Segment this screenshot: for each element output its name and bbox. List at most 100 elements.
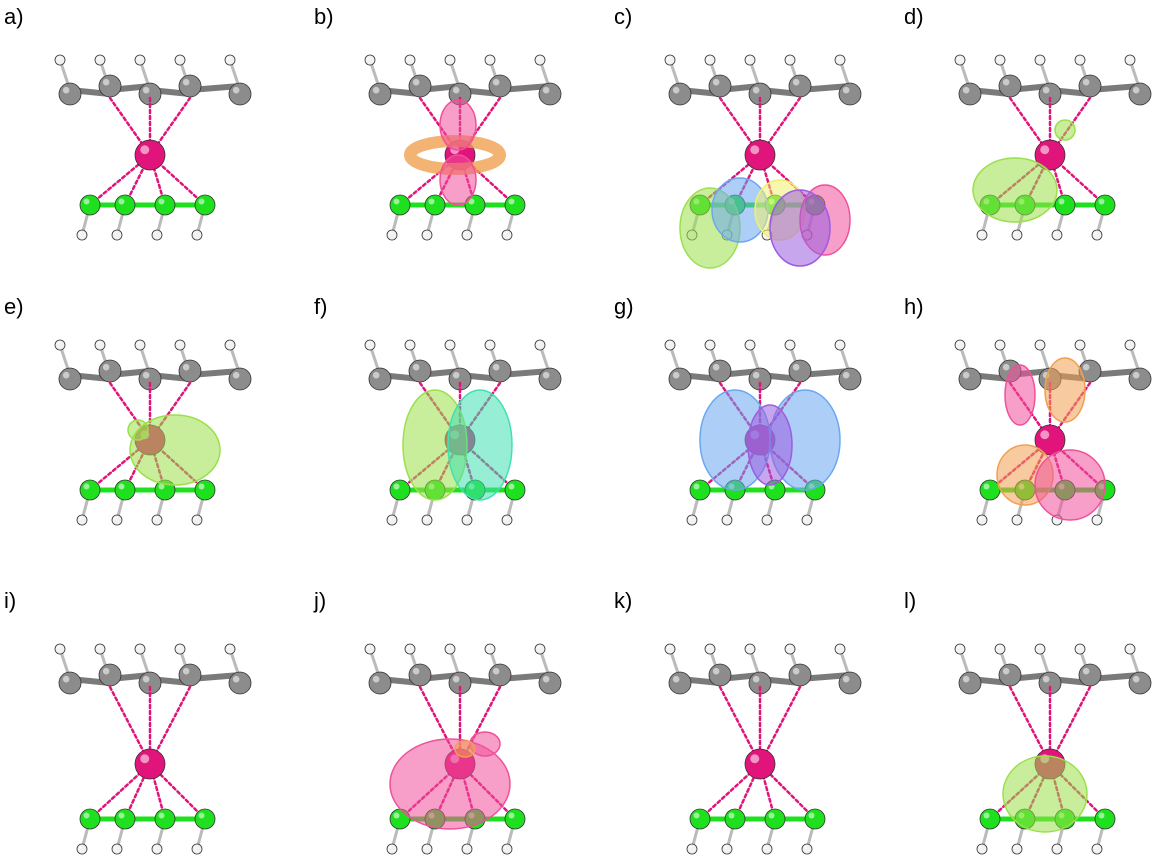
boron-atom (504, 479, 526, 501)
hydrogen-atom-highlight (406, 645, 410, 649)
hydrogen-atom-highlight (56, 645, 60, 649)
metal-atom (134, 139, 166, 171)
hydrogen-atom (191, 229, 203, 241)
carbon-atom-highlight (672, 675, 680, 683)
hydrogen-atom-highlight (423, 516, 427, 520)
orbital-lobe (389, 738, 511, 830)
hydrogen-atom (704, 339, 716, 351)
hydrogen-atom-highlight (978, 516, 982, 520)
hydrogen-atom-highlight (836, 56, 840, 60)
carbon-atom-highlight (712, 78, 720, 86)
orbital-lobe (129, 414, 221, 486)
carbon-atom-highlight (232, 86, 240, 94)
boron-atom (79, 808, 101, 830)
orbital-lobe (447, 389, 513, 501)
boron-atom-highlight (508, 812, 515, 819)
carbon-atom (488, 74, 512, 98)
hydrogen-atom (174, 54, 186, 66)
panel-label: g) (614, 294, 634, 319)
hydrogen-atom-highlight (786, 645, 790, 649)
boron-atom (389, 194, 411, 216)
hydrogen-atom-highlight (763, 845, 767, 849)
hydrogen-atom (484, 339, 496, 351)
carbon-atom-highlight (962, 675, 970, 683)
hydrogen-atom (134, 643, 146, 655)
panel-k: k) (610, 584, 895, 864)
hydrogen-atom-highlight (1126, 645, 1130, 649)
hydrogen-atom-highlight (1053, 845, 1057, 849)
boron-atom (1094, 194, 1116, 216)
hydrogen-atom (386, 843, 398, 855)
carbon-atom (98, 359, 122, 383)
carbon-atom (708, 663, 732, 687)
carbon-atom-highlight (752, 86, 760, 94)
carbon-atom-highlight (492, 78, 500, 86)
carbon-atom (368, 367, 392, 391)
boron-atom-highlight (1098, 812, 1105, 819)
boron-atom-highlight (198, 198, 205, 205)
hydrogen-atom-highlight (366, 645, 370, 649)
carbon-atom (228, 671, 252, 695)
carbon-atom (788, 359, 812, 383)
carbon-atom (958, 82, 982, 106)
hydrogen-atom (534, 643, 546, 655)
carbon-atom-highlight (232, 675, 240, 683)
carbon-atom (408, 663, 432, 687)
hydrogen-atom (484, 643, 496, 655)
hydrogen-atom-highlight (176, 645, 180, 649)
hydrogen-atom-highlight (486, 645, 490, 649)
hydrogen-atom-highlight (803, 845, 807, 849)
hydrogen-atom (364, 54, 376, 66)
hydrogen-atom-highlight (723, 845, 727, 849)
boron-atom (79, 194, 101, 216)
hydrogen-atom (834, 54, 846, 66)
carbon-atom-highlight (672, 86, 680, 94)
carbon-atom-highlight (492, 363, 500, 371)
hydrogen-atom-highlight (56, 56, 60, 60)
molecule-i (54, 643, 252, 855)
hydrogen-atom (111, 229, 123, 241)
boron-atom-highlight (118, 483, 125, 490)
hydrogen-atom-highlight (996, 341, 1000, 345)
hydrogen-atom-highlight (446, 56, 450, 60)
hydrogen-atom-highlight (1076, 341, 1080, 345)
hydrogen-atom-highlight (706, 56, 710, 60)
metal-atom (744, 748, 776, 780)
hydrogen-atom (54, 339, 66, 351)
carbon-atom-highlight (792, 363, 800, 371)
hydrogen-atom-highlight (1076, 56, 1080, 60)
hydrogen-atom-highlight (978, 845, 982, 849)
carbon-atom-highlight (842, 675, 850, 683)
hydrogen-atom-highlight (746, 56, 750, 60)
hydrogen-atom-highlight (136, 645, 140, 649)
hydrogen-atom (151, 229, 163, 241)
boron-atom-highlight (118, 812, 125, 819)
panel-label: d) (904, 4, 924, 29)
hydrogen-atom-highlight (176, 341, 180, 345)
carbon-atom (228, 82, 252, 106)
hydrogen-atom (534, 339, 546, 351)
carbon-atom (958, 367, 982, 391)
carbon-atom-highlight (492, 667, 500, 675)
hydrogen-atom (976, 843, 988, 855)
hydrogen-atom (444, 339, 456, 351)
carbon-atom-highlight (102, 667, 110, 675)
carbon-atom (708, 359, 732, 383)
molecule-j (364, 643, 562, 855)
boron-atom-highlight (198, 483, 205, 490)
carbon-atom-highlight (452, 86, 460, 94)
boron-atom-highlight (468, 198, 475, 205)
carbon-atom-highlight (792, 667, 800, 675)
hydrogen-atom-highlight (193, 845, 197, 849)
hydrogen-atom (386, 229, 398, 241)
hydrogen-atom (94, 339, 106, 351)
orbital-lobe (127, 419, 149, 441)
carbon-atom-highlight (62, 371, 70, 379)
boron-atom (504, 194, 526, 216)
hydrogen-atom (54, 643, 66, 655)
carbon-atom-highlight (1132, 86, 1140, 94)
carbon-atom-highlight (1002, 78, 1010, 86)
orbital-lobe (1034, 449, 1106, 521)
boron-atom-highlight (393, 198, 400, 205)
hydrogen-atom-highlight (1013, 516, 1017, 520)
